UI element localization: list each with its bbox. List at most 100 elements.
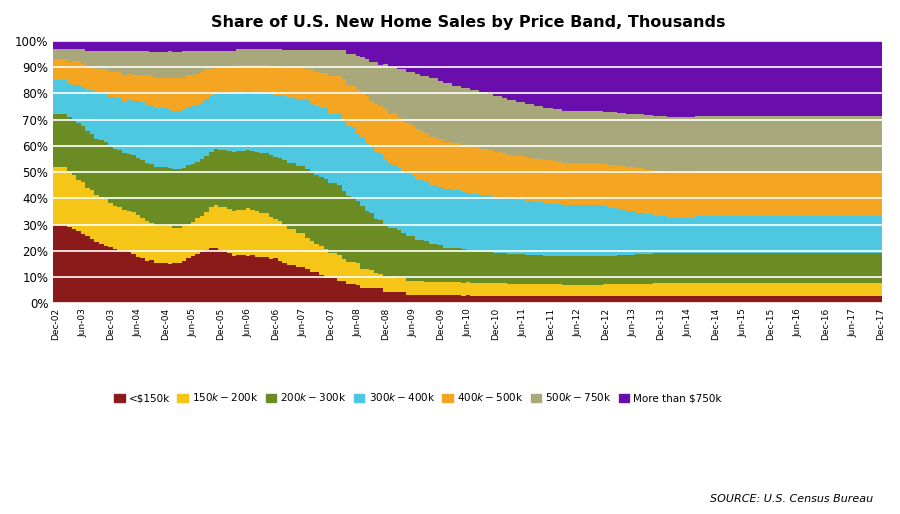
Bar [832, 296, 837, 303]
Bar [823, 116, 827, 171]
Bar [273, 218, 278, 258]
Bar [741, 283, 745, 296]
Bar [708, 283, 713, 296]
Bar [434, 78, 438, 137]
Bar [791, 216, 796, 253]
Bar [218, 151, 222, 207]
Bar [814, 116, 818, 171]
Bar [283, 225, 287, 263]
Bar [544, 284, 548, 296]
Bar [410, 41, 415, 71]
Bar [232, 94, 237, 152]
Bar [149, 76, 154, 105]
Bar [145, 41, 149, 51]
Bar [172, 111, 177, 170]
Bar [328, 278, 333, 303]
Bar [850, 41, 855, 116]
Bar [301, 233, 305, 267]
Bar [392, 228, 397, 278]
Bar [791, 296, 796, 303]
Bar [658, 116, 662, 171]
Bar [814, 171, 818, 216]
Bar [264, 257, 268, 303]
Bar [585, 111, 590, 163]
Bar [333, 278, 338, 303]
Bar [62, 167, 67, 225]
Bar [364, 269, 369, 288]
Bar [246, 91, 250, 150]
Bar [237, 49, 241, 65]
Bar [745, 171, 750, 216]
Bar [690, 283, 695, 296]
Bar [544, 255, 548, 284]
Bar [772, 171, 777, 216]
Bar [566, 285, 571, 296]
Bar [818, 216, 823, 253]
Bar [323, 41, 328, 50]
Bar [507, 100, 511, 155]
Bar [237, 92, 241, 151]
Bar [489, 196, 493, 252]
Bar [237, 151, 241, 210]
Bar [255, 49, 259, 65]
Bar [415, 74, 419, 130]
Bar [145, 76, 149, 104]
Bar [525, 296, 530, 303]
Bar [406, 123, 410, 174]
Bar [557, 161, 562, 204]
Bar [323, 178, 328, 249]
Bar [484, 252, 489, 283]
Bar [250, 255, 255, 303]
Bar [452, 143, 456, 191]
Bar [566, 111, 571, 163]
Bar [250, 49, 255, 65]
Bar [750, 116, 754, 171]
Bar [268, 41, 273, 49]
Bar [250, 65, 255, 92]
Bar [631, 284, 635, 296]
Bar [388, 41, 392, 67]
Bar [301, 41, 305, 50]
Bar [140, 51, 145, 76]
Bar [108, 146, 112, 203]
Bar [580, 285, 585, 296]
Bar [58, 225, 62, 303]
Bar [360, 138, 364, 207]
Bar [131, 101, 136, 155]
Bar [598, 163, 603, 205]
Bar [90, 90, 94, 134]
Bar [333, 114, 338, 183]
Bar [837, 296, 842, 303]
Bar [873, 283, 878, 296]
Bar [419, 180, 424, 241]
Bar [763, 216, 768, 253]
Bar [557, 109, 562, 161]
Bar [667, 41, 671, 117]
Bar [754, 41, 759, 116]
Bar [658, 171, 662, 216]
Bar [99, 197, 104, 244]
Bar [246, 65, 250, 91]
Bar [873, 41, 878, 116]
Bar [278, 261, 283, 303]
Bar [369, 270, 374, 288]
Bar [722, 116, 726, 171]
Bar [346, 284, 351, 303]
Bar [796, 41, 800, 116]
Bar [419, 241, 424, 282]
Bar [594, 163, 598, 205]
Bar [53, 80, 58, 115]
Bar [676, 217, 681, 253]
Bar [122, 153, 127, 210]
Bar [53, 115, 58, 167]
Bar [621, 113, 626, 166]
Bar [474, 148, 480, 194]
Bar [631, 211, 635, 255]
Bar [424, 295, 429, 303]
Bar [507, 254, 511, 284]
Bar [62, 115, 67, 167]
Bar [369, 62, 374, 101]
Bar [860, 216, 864, 253]
Bar [310, 103, 314, 172]
Bar [296, 267, 301, 303]
